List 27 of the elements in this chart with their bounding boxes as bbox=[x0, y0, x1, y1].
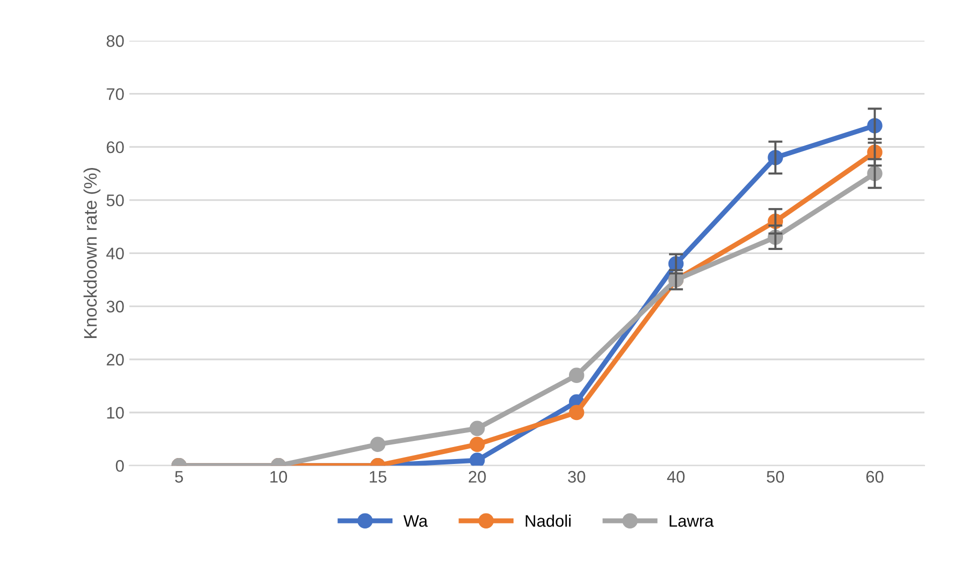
x-tick-label: 15 bbox=[370, 471, 386, 483]
x-tick-label: 40 bbox=[667, 470, 685, 483]
y-tick-label: 70 bbox=[106, 88, 124, 100]
x-tick-label: 5 bbox=[175, 471, 183, 483]
x-tick-label: 10 bbox=[270, 470, 288, 483]
y-tick-label: 0 bbox=[116, 460, 124, 472]
y-tick-label: 50 bbox=[106, 194, 124, 206]
y-tick-label: 30 bbox=[106, 300, 124, 312]
legend-label: Lawra bbox=[670, 515, 714, 527]
legend-label: Nadoli bbox=[526, 514, 571, 527]
y-tick-label: 80 bbox=[106, 35, 124, 47]
x-tick-label: 20 bbox=[468, 470, 486, 483]
x-tick-label: 60 bbox=[866, 470, 884, 483]
y-tick-label: 60 bbox=[106, 141, 124, 154]
y-tick-label: 40 bbox=[106, 248, 124, 260]
point bbox=[568, 404, 584, 420]
y-axis-title: Knockdoown rate (%) bbox=[84, 168, 100, 338]
x-tick-label: 50 bbox=[766, 470, 784, 483]
x-tick-label: 30 bbox=[568, 470, 586, 483]
point bbox=[470, 436, 485, 452]
point bbox=[470, 420, 485, 436]
y-tick-label: 20 bbox=[106, 354, 124, 366]
point bbox=[470, 452, 485, 466]
point bbox=[370, 436, 386, 452]
y-tick-label: 10 bbox=[107, 406, 124, 419]
point bbox=[568, 368, 584, 383]
legend-label: Wa bbox=[403, 515, 428, 527]
